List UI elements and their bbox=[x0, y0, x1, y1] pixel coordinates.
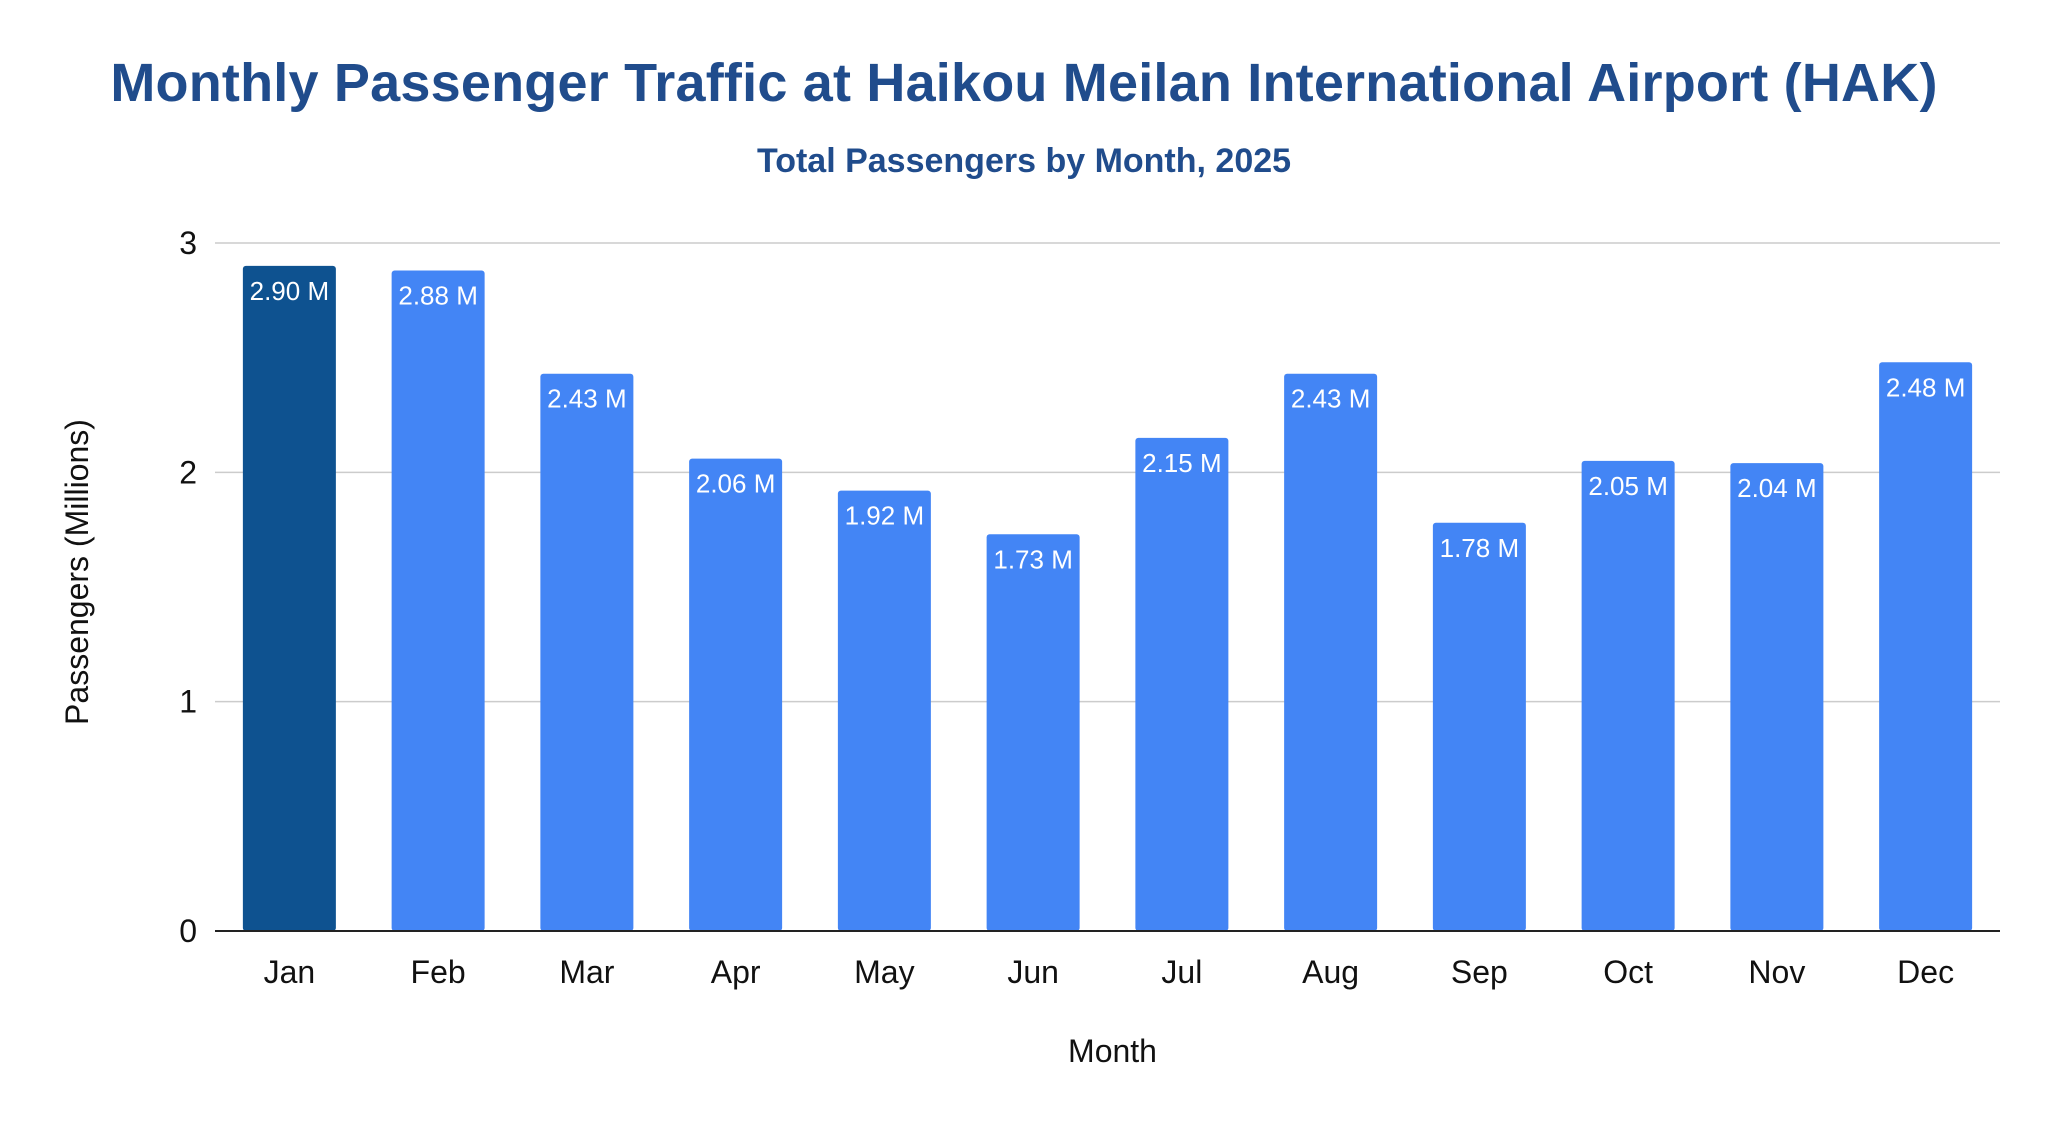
x-tick-label: Mar bbox=[559, 954, 614, 990]
bar-nov bbox=[1730, 463, 1824, 931]
x-tick-label: Feb bbox=[411, 954, 466, 990]
y-axis-ticks: 0 1 2 3 bbox=[179, 225, 197, 949]
x-tick-label: Dec bbox=[1897, 954, 1954, 990]
bars bbox=[242, 265, 1973, 932]
bar-sep bbox=[1432, 522, 1526, 931]
bar-jul bbox=[1135, 437, 1229, 931]
x-tick-label: Jul bbox=[1161, 954, 1202, 990]
bar-apr bbox=[689, 458, 783, 931]
bar-dec bbox=[1879, 362, 1973, 932]
x-tick-label: Nov bbox=[1748, 954, 1805, 990]
data-label-mar: 2.43 M bbox=[547, 384, 627, 414]
data-label-dec: 2.48 M bbox=[1886, 372, 1966, 402]
data-label-may: 1.92 M bbox=[845, 501, 925, 531]
chart-title: Monthly Passenger Traffic at Haikou Meil… bbox=[110, 53, 1938, 113]
x-tick-label: Apr bbox=[711, 954, 761, 990]
x-axis-label: Month bbox=[1068, 1033, 1157, 1069]
gridlines bbox=[215, 242, 2000, 703]
y-tick-label: 1 bbox=[179, 684, 197, 720]
data-label-jul: 2.15 M bbox=[1142, 448, 1222, 478]
data-label-feb: 2.88 M bbox=[398, 281, 478, 311]
x-axis-ticks: Jan Feb Mar Apr May Jun Jul Aug Sep Oct Nov Dec bbox=[264, 954, 1955, 990]
x-tick-label: Oct bbox=[1603, 954, 1653, 990]
chart-subtitle: Total Passengers by Month, 2025 bbox=[756, 142, 1292, 180]
x-tick-label: Sep bbox=[1451, 954, 1508, 990]
bar-mar bbox=[540, 373, 634, 932]
x-tick-label: May bbox=[854, 954, 914, 990]
bar-aug bbox=[1284, 373, 1378, 932]
x-tick-label: Jun bbox=[1007, 954, 1059, 990]
y-tick-label: 3 bbox=[179, 225, 197, 261]
bar-oct bbox=[1581, 460, 1675, 931]
bar-jun bbox=[986, 534, 1080, 931]
bar-may bbox=[837, 490, 931, 931]
y-tick-label: 0 bbox=[179, 913, 197, 949]
bar-feb bbox=[391, 270, 485, 931]
data-label-sep: 1.78 M bbox=[1440, 533, 1520, 563]
y-tick-label: 2 bbox=[179, 454, 197, 490]
data-label-jun: 1.73 M bbox=[993, 544, 1073, 574]
bar-jan bbox=[242, 265, 336, 931]
y-axis-label: Passengers (Millions) bbox=[59, 419, 95, 725]
x-tick-label: Jan bbox=[264, 954, 316, 990]
data-label-aug: 2.43 M bbox=[1291, 384, 1371, 414]
data-label-apr: 2.06 M bbox=[696, 469, 776, 499]
data-label-jan: 2.90 M bbox=[250, 276, 330, 306]
data-label-nov: 2.04 M bbox=[1737, 473, 1817, 503]
data-labels: 2.90 M 2.88 M 2.43 M 2.06 M 1.92 M 1.73 M 2.15… bbox=[250, 276, 1966, 574]
x-tick-label: Aug bbox=[1302, 954, 1359, 990]
data-label-oct: 2.05 M bbox=[1588, 471, 1668, 501]
